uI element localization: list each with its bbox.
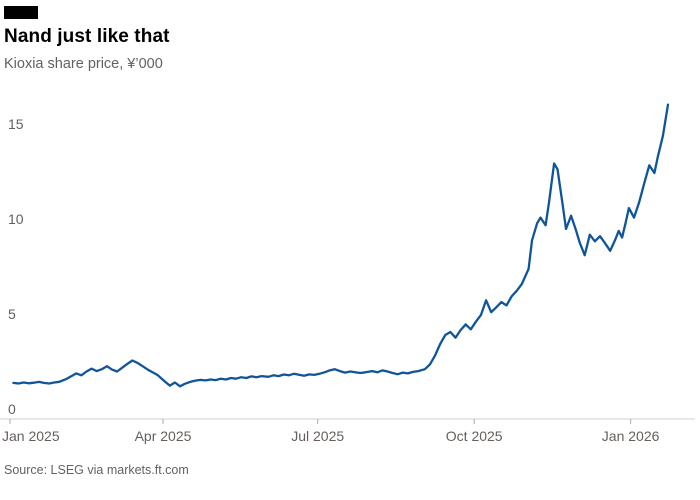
y-axis-tick-label: 0 (8, 401, 16, 417)
y-axis-tick-label: 5 (8, 306, 16, 322)
y-axis-tick-label: 15 (8, 116, 24, 132)
x-axis-tick-label: Oct 2025 (446, 428, 503, 444)
x-axis-tick-label: Apr 2025 (135, 428, 192, 444)
x-axis-tick-label: Jan 2025 (2, 428, 60, 444)
source-note: Source: LSEG via markets.ft.com (4, 463, 189, 477)
y-axis-tick-label: 10 (8, 211, 24, 227)
chart-subtitle: Kioxia share price, ¥’000 (4, 56, 163, 72)
price-chart: 0 5 10 15 Jan 2025 Apr 2025 Jul 2025 Oct 2025 Ja… (0, 103, 695, 444)
x-axis-tick-label: Jul 2025 (291, 428, 344, 444)
chart-title: Nand just like that (4, 26, 170, 47)
ft-chart-marker (4, 6, 38, 19)
price-line (12, 103, 670, 388)
x-axis-tick-label: Jan 2026 (602, 428, 660, 444)
